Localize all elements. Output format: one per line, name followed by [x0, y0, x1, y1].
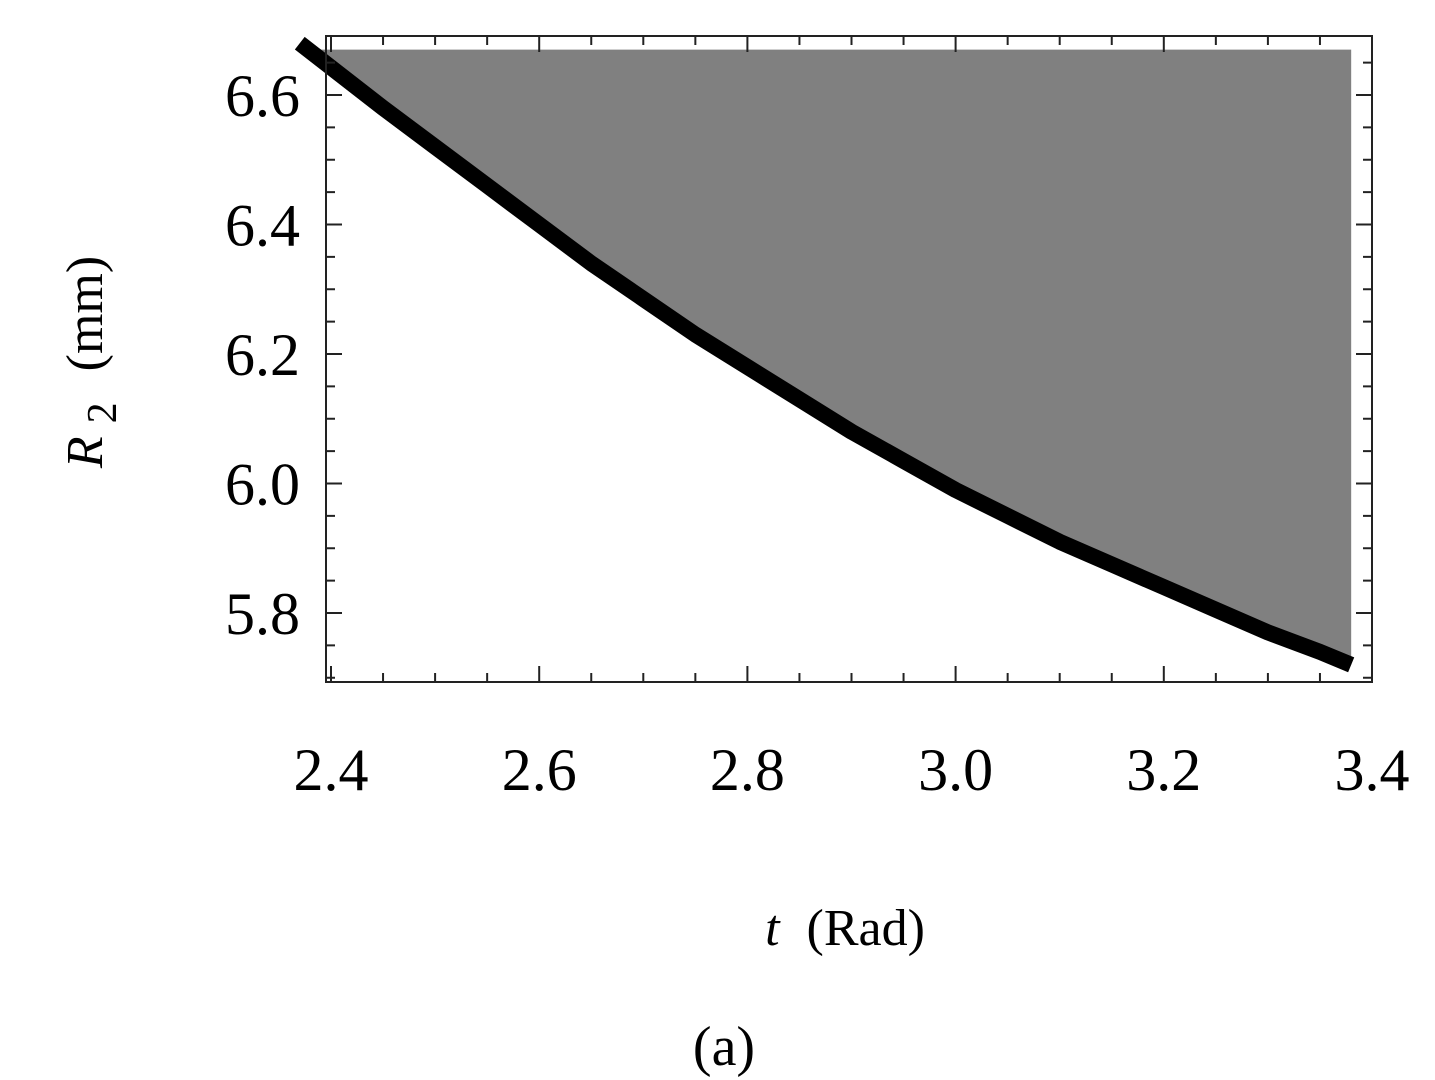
y-tick-label: 6.6 [225, 63, 300, 129]
y-axis-title: R 2 (mm) [57, 256, 128, 469]
y-axis-tick-labels: 5.8 6.0 6.2 6.4 6.6 [225, 63, 300, 647]
plot-area [294, 35, 1373, 683]
x-axis-tick-labels: 2.4 2.6 2.8 3.0 3.2 3.4 [294, 737, 1410, 803]
x-axis-unit: (Rad) [807, 900, 925, 957]
panel-caption: (a) [693, 1016, 755, 1078]
x-axis-ticks [330, 36, 1373, 682]
y-tick-label: 6.4 [225, 193, 300, 259]
y-axis-symbol: R [57, 436, 114, 469]
y-tick-label: 5.8 [225, 581, 300, 647]
x-tick-label: 2.6 [502, 737, 577, 803]
x-tick-label: 3.0 [918, 737, 993, 803]
x-axis-symbol: t [765, 900, 781, 957]
x-tick-label: 3.4 [1335, 737, 1410, 803]
plot-frame [325, 35, 1373, 683]
shaded-region [299, 43, 1352, 665]
boundary-curve [294, 36, 1355, 673]
y-axis-ticks [326, 61, 1372, 679]
x-tick-label: 3.2 [1126, 737, 1201, 803]
x-axis-title: t (Rad) [765, 900, 925, 957]
x-tick-label: 2.4 [294, 737, 369, 803]
y-tick-label: 6.2 [225, 322, 300, 388]
y-axis-unit: (mm) [57, 256, 114, 372]
x-tick-label: 2.8 [710, 737, 785, 803]
y-axis-subscript: 2 [80, 402, 126, 423]
y-tick-label: 6.0 [225, 452, 300, 518]
